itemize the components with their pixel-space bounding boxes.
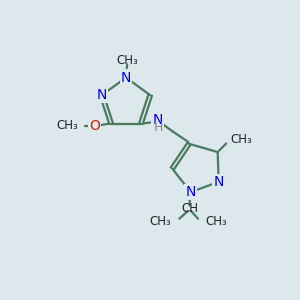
- Text: CH₃: CH₃: [231, 133, 253, 146]
- Text: N: N: [214, 175, 224, 189]
- Text: CH₃: CH₃: [149, 215, 171, 228]
- Text: N: N: [185, 185, 196, 199]
- Text: N: N: [121, 70, 131, 85]
- Text: N: N: [97, 88, 107, 102]
- Text: O: O: [89, 119, 100, 133]
- Text: CH: CH: [181, 202, 198, 215]
- Text: CH₃: CH₃: [56, 119, 78, 132]
- Text: CH₃: CH₃: [117, 54, 139, 67]
- Text: N: N: [152, 113, 163, 127]
- Text: CH₃: CH₃: [206, 215, 227, 228]
- Text: H: H: [154, 121, 163, 134]
